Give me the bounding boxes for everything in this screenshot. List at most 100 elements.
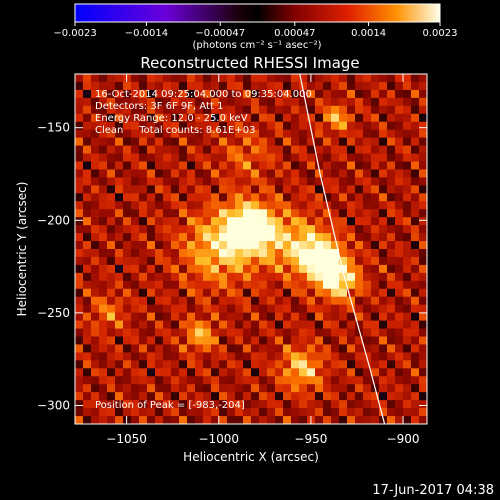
heatmap-cell bbox=[299, 97, 308, 107]
heatmap-cell bbox=[195, 249, 204, 258]
heatmap-cell bbox=[251, 304, 260, 314]
heatmap-cell bbox=[99, 352, 108, 361]
heatmap-cell bbox=[419, 81, 427, 91]
heatmap-cell bbox=[403, 81, 412, 91]
heatmap-cell bbox=[355, 193, 364, 202]
heatmap-cell bbox=[387, 416, 396, 424]
heatmap-cell bbox=[387, 74, 396, 83]
heatmap-cell bbox=[363, 89, 372, 99]
heatmap-cell bbox=[195, 312, 204, 321]
heatmap-cell bbox=[267, 137, 276, 146]
heatmap-cell bbox=[99, 400, 108, 409]
heatmap-cell bbox=[155, 145, 164, 154]
heatmap-cell bbox=[155, 201, 164, 210]
heatmap-cell bbox=[371, 217, 380, 226]
heatmap-cell bbox=[179, 344, 188, 353]
heatmap-cell bbox=[275, 161, 284, 170]
heatmap-cell bbox=[131, 408, 140, 417]
heatmap-cell bbox=[147, 328, 156, 337]
heatmap-cell bbox=[99, 177, 108, 186]
heatmap-cell bbox=[299, 233, 308, 242]
heatmap-cell bbox=[123, 201, 132, 210]
heatmap-cell bbox=[211, 169, 220, 178]
heatmap-cell bbox=[123, 185, 132, 194]
heatmap-cell bbox=[315, 89, 324, 99]
heatmap-cell bbox=[331, 344, 340, 353]
heatmap-cell bbox=[139, 241, 148, 250]
heatmap-cell bbox=[419, 169, 427, 178]
heatmap-cell bbox=[75, 169, 84, 178]
heatmap-cell bbox=[203, 376, 212, 385]
heatmap-cell bbox=[91, 280, 100, 290]
heatmap-cell bbox=[379, 360, 388, 369]
heatmap-cell bbox=[371, 344, 380, 353]
heatmap-cell bbox=[363, 209, 372, 218]
heatmap-cell bbox=[363, 193, 372, 202]
heatmap-cell bbox=[403, 249, 412, 258]
heatmap-cell bbox=[379, 113, 388, 123]
heatmap-cell bbox=[267, 81, 276, 91]
heatmap-cell bbox=[203, 161, 212, 170]
heatmap-cell bbox=[267, 233, 276, 242]
heatmap-cell bbox=[171, 376, 180, 385]
heatmap-cell bbox=[339, 217, 348, 226]
heatmap-cell bbox=[403, 352, 412, 361]
heatmap-cell bbox=[155, 161, 164, 170]
heatmap-cell bbox=[323, 193, 332, 202]
heatmap-cell bbox=[235, 209, 244, 218]
heatmap-cell bbox=[147, 280, 156, 290]
heatmap-cell bbox=[371, 121, 380, 131]
annotation-clean-counts: Clean Total counts: 8.61E+03 bbox=[95, 125, 255, 136]
heatmap-cell bbox=[339, 209, 348, 218]
heatmap-cell bbox=[171, 233, 180, 242]
heatmap-cell bbox=[155, 241, 164, 250]
heatmap-cell bbox=[251, 113, 260, 123]
heatmap-cell bbox=[131, 288, 140, 298]
heatmap-cell bbox=[203, 209, 212, 218]
heatmap-cell bbox=[347, 249, 356, 258]
heatmap-cell bbox=[347, 272, 356, 282]
heatmap-cell bbox=[147, 217, 156, 226]
heatmap-cell bbox=[379, 97, 388, 107]
heatmap-cell bbox=[347, 384, 356, 393]
heatmap-cell bbox=[403, 217, 412, 226]
heatmap-cell bbox=[147, 81, 156, 91]
heatmap-cell bbox=[179, 304, 188, 314]
heatmap-cell bbox=[387, 121, 396, 131]
heatmap-cell bbox=[179, 89, 188, 99]
heatmap-cell bbox=[227, 137, 236, 146]
heatmap-cell bbox=[83, 312, 92, 321]
heatmap-cell bbox=[411, 304, 420, 314]
heatmap-cell bbox=[179, 256, 188, 266]
heatmap-cell bbox=[371, 328, 380, 337]
heatmap-cell bbox=[179, 209, 188, 218]
heatmap-cell bbox=[147, 74, 156, 83]
heatmap-cell bbox=[323, 360, 332, 369]
heatmap-cell bbox=[163, 217, 172, 226]
heatmap-cell bbox=[107, 408, 116, 417]
heatmap-cell bbox=[259, 304, 268, 314]
heatmap-cell bbox=[99, 256, 108, 266]
heatmap-cell bbox=[387, 256, 396, 266]
heatmap-cell bbox=[307, 241, 316, 250]
heatmap-cell bbox=[179, 225, 188, 234]
heatmap-cell bbox=[243, 312, 252, 321]
heatmap-cell bbox=[347, 280, 356, 290]
heatmap-cell bbox=[91, 256, 100, 266]
heatmap-cell bbox=[291, 233, 300, 242]
heatmap-cell bbox=[139, 169, 148, 178]
heatmap-cell bbox=[267, 161, 276, 170]
heatmap-cell bbox=[331, 217, 340, 226]
heatmap-cell bbox=[323, 408, 332, 417]
heatmap-cell bbox=[123, 169, 132, 178]
heatmap-cell bbox=[179, 105, 188, 115]
heatmap-cell bbox=[315, 344, 324, 353]
heatmap-cell bbox=[355, 344, 364, 353]
heatmap-cell bbox=[187, 233, 196, 242]
heatmap-cell bbox=[147, 249, 156, 258]
heatmap-cell bbox=[107, 256, 116, 266]
heatmap-cell bbox=[99, 193, 108, 202]
heatmap-cell bbox=[315, 153, 324, 162]
heatmap-cell bbox=[75, 81, 84, 91]
heatmap-cell bbox=[211, 416, 220, 424]
